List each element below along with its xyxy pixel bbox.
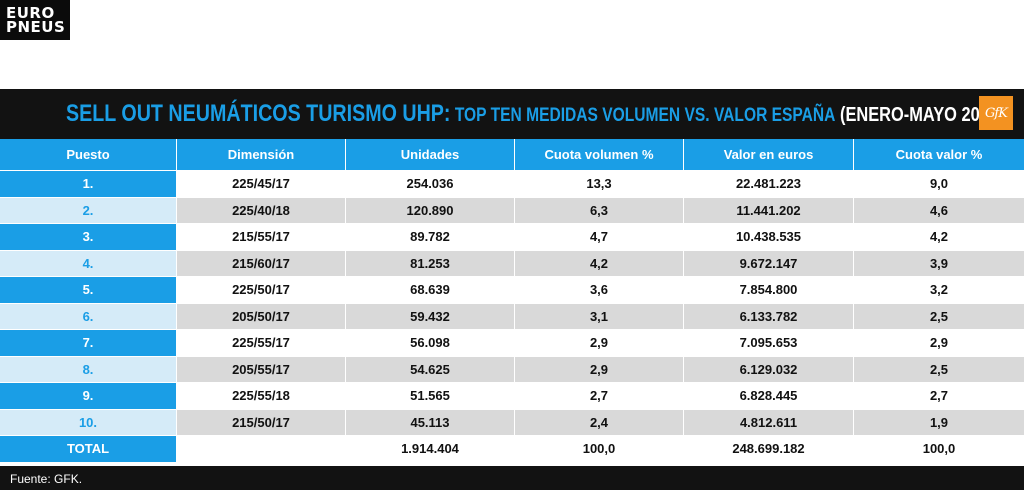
unidades-cell: 254.036 bbox=[346, 171, 515, 198]
title-bar: SELL OUT NEUMÁTICOS TURISMO UHP: TOP TEN… bbox=[0, 89, 1024, 139]
puesto-cell: 5. bbox=[0, 277, 177, 304]
title-period: (ENERO-MAYO 2025) bbox=[835, 104, 1004, 126]
valor-euros-cell: 6.133.782 bbox=[684, 303, 854, 330]
cuota-volumen-cell: 6,3 bbox=[515, 197, 684, 224]
dimension-cell: 225/55/18 bbox=[177, 383, 346, 410]
cuota-volumen-cell: 4,2 bbox=[515, 250, 684, 277]
table-row: 6. 205/50/17 59.432 3,1 6.133.782 2,5 bbox=[0, 303, 1024, 330]
header-puesto: Puesto bbox=[0, 139, 177, 171]
cuota-volumen-cell: 4,7 bbox=[515, 224, 684, 251]
total-row: TOTAL 1.914.404 100,0 248.699.182 100,0 bbox=[0, 436, 1024, 463]
table-row: 2. 225/40/18 120.890 6,3 11.441.202 4,6 bbox=[0, 197, 1024, 224]
table-row: 5. 225/50/17 68.639 3,6 7.854.800 3,2 bbox=[0, 277, 1024, 304]
total-valor-euros-cell: 248.699.182 bbox=[684, 436, 854, 463]
header-row: Puesto Dimensión Unidades Cuota volumen … bbox=[0, 139, 1024, 171]
unidades-cell: 89.782 bbox=[346, 224, 515, 251]
table-row: 4. 215/60/17 81.253 4,2 9.672.147 3,9 bbox=[0, 250, 1024, 277]
cuota-valor-cell: 2,7 bbox=[854, 383, 1024, 410]
dimension-cell: 205/50/17 bbox=[177, 303, 346, 330]
valor-euros-cell: 11.441.202 bbox=[684, 197, 854, 224]
dimension-cell: 225/40/18 bbox=[177, 197, 346, 224]
unidades-cell: 51.565 bbox=[346, 383, 515, 410]
title-main: SELL OUT NEUMÁTICOS TURISMO UHP: bbox=[66, 100, 451, 127]
total-unidades-cell: 1.914.404 bbox=[346, 436, 515, 463]
valor-euros-cell: 9.672.147 bbox=[684, 250, 854, 277]
cuota-volumen-cell: 13,3 bbox=[515, 171, 684, 198]
gfk-logo: GfK bbox=[979, 96, 1013, 130]
puesto-cell: 7. bbox=[0, 330, 177, 357]
dimension-cell: 215/60/17 bbox=[177, 250, 346, 277]
cuota-valor-cell: 2,5 bbox=[854, 303, 1024, 330]
dimension-cell: 215/50/17 bbox=[177, 409, 346, 436]
unidades-cell: 56.098 bbox=[346, 330, 515, 357]
total-dimension-cell bbox=[177, 436, 346, 463]
cuota-valor-cell: 9,0 bbox=[854, 171, 1024, 198]
header-dimension: Dimensión bbox=[177, 139, 346, 171]
valor-euros-cell: 6.129.032 bbox=[684, 356, 854, 383]
cuota-valor-cell: 3,2 bbox=[854, 277, 1024, 304]
table-row: 10. 215/50/17 45.113 2,4 4.812.611 1,9 bbox=[0, 409, 1024, 436]
cuota-valor-cell: 3,9 bbox=[854, 250, 1024, 277]
puesto-cell: 8. bbox=[0, 356, 177, 383]
table-row: 9. 225/55/18 51.565 2,7 6.828.445 2,7 bbox=[0, 383, 1024, 410]
cuota-volumen-cell: 2,9 bbox=[515, 330, 684, 357]
dimension-cell: 225/55/17 bbox=[177, 330, 346, 357]
unidades-cell: 45.113 bbox=[346, 409, 515, 436]
puesto-cell: 6. bbox=[0, 303, 177, 330]
valor-euros-cell: 10.438.535 bbox=[684, 224, 854, 251]
logo-line1: EURO bbox=[6, 4, 55, 22]
unidades-cell: 54.625 bbox=[346, 356, 515, 383]
unidades-cell: 59.432 bbox=[346, 303, 515, 330]
total-puesto-cell: TOTAL bbox=[0, 436, 177, 463]
header-unidades: Unidades bbox=[346, 139, 515, 171]
header-cuota-volumen: Cuota volumen % bbox=[515, 139, 684, 171]
puesto-cell: 10. bbox=[0, 409, 177, 436]
puesto-cell: 1. bbox=[0, 171, 177, 198]
unidades-cell: 81.253 bbox=[346, 250, 515, 277]
dimension-cell: 225/45/17 bbox=[177, 171, 346, 198]
logo-line2: PNEUS bbox=[6, 18, 66, 36]
valor-euros-cell: 7.854.800 bbox=[684, 277, 854, 304]
cuota-volumen-cell: 2,7 bbox=[515, 383, 684, 410]
europneus-logo: EURO PNEUS bbox=[0, 0, 70, 40]
valor-euros-cell: 6.828.445 bbox=[684, 383, 854, 410]
total-cuota-valor-cell: 100,0 bbox=[854, 436, 1024, 463]
cuota-valor-cell: 1,9 bbox=[854, 409, 1024, 436]
valor-euros-cell: 4.812.611 bbox=[684, 409, 854, 436]
table-row: 3. 215/55/17 89.782 4,7 10.438.535 4,2 bbox=[0, 224, 1024, 251]
dimension-cell: 205/55/17 bbox=[177, 356, 346, 383]
total-cuota-volumen-cell: 100,0 bbox=[515, 436, 684, 463]
cuota-valor-cell: 2,9 bbox=[854, 330, 1024, 357]
cuota-volumen-cell: 3,1 bbox=[515, 303, 684, 330]
source-footer: Fuente: GFK. bbox=[0, 466, 1024, 490]
unidades-cell: 68.639 bbox=[346, 277, 515, 304]
table-row: 8. 205/55/17 54.625 2,9 6.129.032 2,5 bbox=[0, 356, 1024, 383]
dimension-cell: 215/55/17 bbox=[177, 224, 346, 251]
unidades-cell: 120.890 bbox=[346, 197, 515, 224]
header-cuota-valor: Cuota valor % bbox=[854, 139, 1024, 171]
source-text: Fuente: GFK. bbox=[10, 472, 83, 486]
data-table: Puesto Dimensión Unidades Cuota volumen … bbox=[0, 139, 1024, 463]
cuota-volumen-cell: 2,9 bbox=[515, 356, 684, 383]
page-title: SELL OUT NEUMÁTICOS TURISMO UHP: TOP TEN… bbox=[66, 100, 1003, 128]
table-row: 7. 225/55/17 56.098 2,9 7.095.653 2,9 bbox=[0, 330, 1024, 357]
puesto-cell: 2. bbox=[0, 197, 177, 224]
cuota-valor-cell: 4,6 bbox=[854, 197, 1024, 224]
puesto-cell: 3. bbox=[0, 224, 177, 251]
dimension-cell: 225/50/17 bbox=[177, 277, 346, 304]
cuota-volumen-cell: 3,6 bbox=[515, 277, 684, 304]
table-row: 1. 225/45/17 254.036 13,3 22.481.223 9,0 bbox=[0, 171, 1024, 198]
puesto-cell: 4. bbox=[0, 250, 177, 277]
valor-euros-cell: 22.481.223 bbox=[684, 171, 854, 198]
cuota-valor-cell: 2,5 bbox=[854, 356, 1024, 383]
cuota-valor-cell: 4,2 bbox=[854, 224, 1024, 251]
header-valor-euros: Valor en euros bbox=[684, 139, 854, 171]
puesto-cell: 9. bbox=[0, 383, 177, 410]
valor-euros-cell: 7.095.653 bbox=[684, 330, 854, 357]
title-sub: TOP TEN MEDIDAS VOLUMEN VS. VALOR ESPAÑA bbox=[450, 105, 836, 126]
cuota-volumen-cell: 2,4 bbox=[515, 409, 684, 436]
